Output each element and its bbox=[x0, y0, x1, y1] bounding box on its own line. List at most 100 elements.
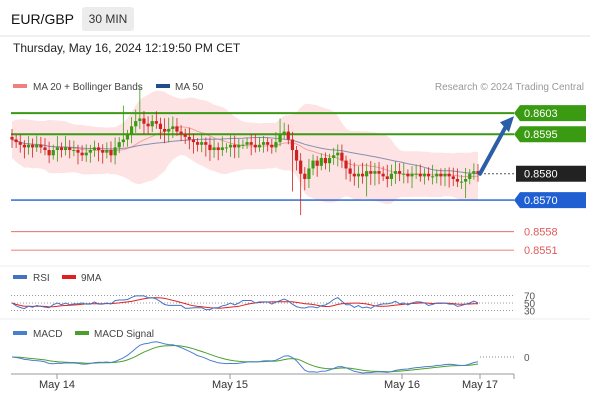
candle-body bbox=[365, 171, 369, 177]
candle-body bbox=[286, 131, 290, 140]
price-level-labels: 0.8603 0.8595 0.8580 0.8570 0.8558 0.8551 bbox=[514, 105, 586, 257]
candle-body bbox=[385, 176, 389, 179]
rsi-legend-label: RSI bbox=[33, 273, 50, 284]
candle-body bbox=[299, 160, 303, 174]
legend-swatch-bollinger bbox=[13, 84, 27, 88]
candle-body bbox=[195, 142, 200, 145]
candle-body bbox=[59, 147, 64, 151]
candle-body bbox=[47, 150, 51, 156]
ma50-line bbox=[11, 137, 479, 175]
macd-legend-swatch bbox=[13, 331, 27, 335]
candle-body bbox=[270, 144, 274, 148]
candle-body bbox=[109, 150, 113, 156]
candle-body bbox=[187, 136, 191, 140]
candle-body bbox=[356, 173, 361, 177]
candle-body bbox=[426, 173, 431, 177]
projection-arrow bbox=[478, 116, 514, 176]
candle-body bbox=[68, 147, 72, 151]
candle-body bbox=[327, 157, 332, 164]
candle-body bbox=[435, 173, 439, 177]
candle-body bbox=[398, 171, 402, 174]
candle-body bbox=[125, 134, 130, 140]
timeframe-label: 30 MIN bbox=[89, 12, 128, 26]
price-pane: 0.8603 0.8595 0.8580 0.8570 0.8558 0.8551 bbox=[10, 87, 586, 257]
projection-arrow-shaft bbox=[478, 124, 508, 176]
candle-body bbox=[323, 157, 328, 164]
candle-body bbox=[64, 147, 68, 151]
candle-body bbox=[377, 171, 381, 174]
candle-body bbox=[171, 126, 175, 129]
candle-body bbox=[336, 152, 340, 156]
macd-signal-legend-label: MACD Signal bbox=[94, 329, 154, 340]
candle-body bbox=[402, 173, 406, 175]
support-badge bbox=[514, 192, 586, 209]
candle-body bbox=[315, 160, 319, 166]
candle-body bbox=[278, 134, 282, 143]
candle-body bbox=[39, 144, 43, 148]
candle-body bbox=[146, 123, 150, 127]
candle-body bbox=[134, 121, 138, 127]
last-price-label: 0.8580 bbox=[524, 169, 558, 181]
candle-body bbox=[35, 144, 39, 148]
candle-body bbox=[253, 144, 257, 148]
symbol-title: EUR/GBP bbox=[11, 11, 74, 27]
minor-support-label: 0.8551 bbox=[524, 245, 558, 257]
credit-text: Research © 2024 Trading Central bbox=[435, 82, 584, 93]
main-legend: MA 20 + Bollinger Bands MA 50 Research ©… bbox=[13, 82, 584, 93]
timeframe-badge[interactable] bbox=[82, 7, 134, 31]
candle-body bbox=[476, 171, 480, 174]
candle-body bbox=[175, 126, 179, 132]
candle-body bbox=[439, 173, 443, 177]
candle-body bbox=[10, 136, 14, 140]
candles bbox=[10, 87, 480, 216]
candle-body bbox=[233, 144, 237, 148]
candle-body bbox=[443, 173, 447, 177]
candle-body bbox=[113, 147, 117, 156]
candle-body bbox=[468, 173, 472, 179]
candle-body bbox=[447, 173, 451, 177]
x-tick-labels: May 14 May 15 May 16 May 17 bbox=[39, 374, 515, 391]
support-label: 0.8570 bbox=[524, 195, 558, 207]
candle-body bbox=[348, 168, 352, 174]
candle-body bbox=[464, 179, 468, 182]
candle-body bbox=[204, 142, 208, 145]
candle-body bbox=[393, 171, 398, 174]
candle-body bbox=[381, 173, 385, 177]
candle-body bbox=[101, 150, 105, 153]
candle-body bbox=[352, 173, 356, 177]
candle-body bbox=[220, 147, 224, 151]
x-tick-label: May 17 bbox=[462, 379, 498, 391]
candle-body bbox=[249, 142, 253, 145]
macd-pane: MACD MACD Signal 0 bbox=[0, 318, 590, 374]
macd-level-label: 0 bbox=[524, 353, 530, 364]
candle-body bbox=[373, 171, 377, 174]
candle-body bbox=[55, 147, 59, 151]
minor-support-label: 0.8558 bbox=[524, 227, 558, 239]
rsi-level-label: 70 bbox=[524, 292, 536, 303]
macd-signal-line bbox=[11, 344, 479, 373]
candle-body bbox=[406, 173, 410, 177]
candle-body bbox=[290, 139, 295, 151]
macd-legend-label: MACD bbox=[33, 329, 62, 340]
x-tick-label: May 14 bbox=[39, 379, 75, 391]
candle-body bbox=[410, 173, 414, 177]
candle-body bbox=[76, 150, 80, 153]
candle-body bbox=[261, 142, 266, 145]
candle-body bbox=[154, 121, 158, 124]
candle-body bbox=[228, 144, 233, 148]
rsi-legend-swatch bbox=[13, 275, 27, 279]
price-levels bbox=[11, 112, 514, 251]
candle-body bbox=[282, 131, 286, 135]
resistance-label: 0.8595 bbox=[524, 129, 558, 141]
legend-label-bollinger: MA 20 + Bollinger Bands bbox=[33, 82, 143, 93]
candle-body bbox=[360, 173, 365, 177]
candle-body bbox=[167, 128, 171, 132]
candle-body bbox=[216, 147, 220, 151]
candle-body bbox=[332, 155, 336, 158]
x-tick-label: May 16 bbox=[384, 379, 420, 391]
macd-levels: 0 bbox=[480, 353, 530, 364]
candle-body bbox=[311, 160, 315, 169]
rsi-ma-legend-label: 9MA bbox=[81, 273, 102, 284]
macd-line bbox=[11, 341, 479, 374]
